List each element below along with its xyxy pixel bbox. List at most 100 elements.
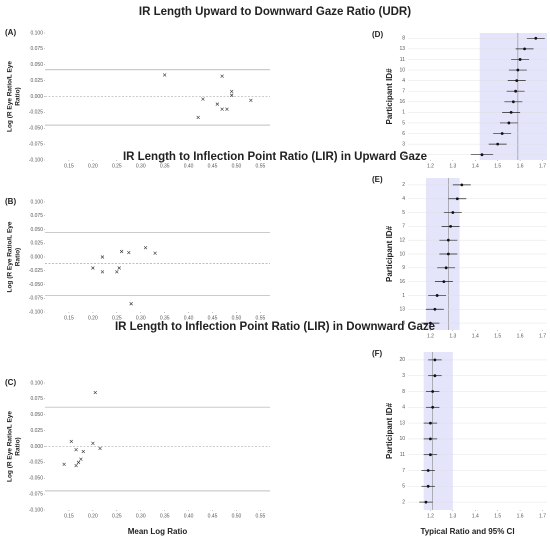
x-tick-label: 1.7 — [539, 333, 546, 339]
point — [424, 500, 428, 504]
y-axis-label: Log (R Eye Ratio/L Eye — [7, 61, 14, 132]
x-tick-label: 1.7 — [539, 513, 546, 519]
x-tick-label: 0.30 — [136, 163, 146, 169]
data-point — [153, 251, 157, 255]
x-tick-label: 0.35 — [160, 163, 170, 169]
x-tick-label: 1.4 — [472, 513, 479, 519]
data-point — [62, 462, 66, 466]
x-tick-label: 1.2 — [427, 513, 434, 519]
y-tick-label: -0.100 — [29, 309, 43, 315]
y-tick-label: 6 — [402, 131, 405, 137]
y-tick-label: 11 — [400, 57, 405, 63]
data-point — [225, 107, 229, 111]
point — [496, 142, 500, 146]
y-axis-label: Participant ID# — [385, 68, 394, 125]
y-axis-label: Ratio) — [15, 248, 22, 266]
y-tick-label: 10 — [399, 251, 405, 257]
point — [449, 224, 452, 228]
x-tick-label: 1.4 — [472, 163, 479, 169]
y-tick-label: 7 — [402, 89, 405, 95]
data-point — [69, 439, 74, 444]
y-tick-label: -0.075 — [29, 141, 43, 147]
panel-label: (F) — [372, 349, 383, 358]
point — [431, 390, 435, 393]
x-tick-label: 0.25 — [112, 163, 122, 169]
x-tick-label: 0.50 — [232, 513, 242, 519]
y-tick-label: 8 — [402, 320, 405, 326]
y-tick-label: 8 — [402, 389, 405, 395]
y-tick-label: 1 — [402, 293, 405, 299]
point — [426, 469, 430, 472]
y-tick-label: 0.075 — [30, 46, 43, 52]
x-tick-label: 0.45 — [208, 163, 218, 169]
data-point — [229, 89, 234, 94]
y-tick-label: 11 — [400, 452, 405, 458]
y-tick-label: -0.025 — [29, 268, 43, 274]
x-tick-label: 1.7 — [539, 163, 546, 169]
x-tick-label: 1.6 — [517, 333, 524, 339]
point — [509, 110, 513, 114]
point — [429, 437, 432, 441]
y-tick-label: 12 — [399, 238, 405, 244]
point — [516, 68, 520, 72]
point — [523, 47, 526, 51]
x-tick-label: 1.6 — [517, 513, 524, 519]
x-tick-label: 0.20 — [88, 315, 98, 321]
y-tick-label: -0.100 — [29, 507, 43, 513]
point — [431, 405, 435, 409]
point — [433, 307, 437, 311]
y-axis-label: Ratio) — [15, 437, 22, 455]
data-point — [201, 97, 205, 101]
x-tick-label: 0.45 — [208, 315, 218, 321]
y-tick-label: 0.025 — [30, 78, 43, 84]
data-point — [162, 73, 167, 77]
y-tick-label: -0.075 — [29, 491, 43, 497]
x-tick-label: 1.6 — [517, 163, 524, 169]
data-point — [91, 266, 95, 270]
point — [534, 36, 538, 40]
y-tick-label: 0.075 — [30, 396, 43, 402]
data-point — [100, 255, 105, 259]
data-point — [220, 74, 224, 78]
data-point — [81, 449, 86, 454]
y-tick-label: -0.050 — [29, 126, 43, 132]
x-tick-label: 1.3 — [449, 513, 456, 519]
y-tick-label: 4 — [402, 405, 405, 411]
data-point — [127, 250, 131, 255]
x-tick-label: 0.25 — [112, 513, 122, 519]
x-axis-label: Mean Log Ratio — [128, 527, 188, 536]
y-tick-label: 13 — [399, 46, 405, 52]
y-tick-label: 2 — [402, 152, 405, 158]
point — [444, 266, 448, 270]
chart-title: IR Length to Inflection Point Ratio (LIR… — [123, 151, 427, 163]
point — [507, 121, 511, 125]
y-tick-label: 16 — [399, 279, 405, 285]
point — [429, 421, 432, 425]
y-axis-label: Participant ID# — [385, 225, 394, 282]
point — [514, 89, 518, 93]
y-tick-label: -0.025 — [29, 110, 43, 116]
point — [433, 358, 437, 362]
data-point — [74, 447, 78, 452]
point — [500, 132, 504, 135]
y-tick-label: 4 — [402, 78, 405, 84]
y-tick-label: 7 — [402, 224, 405, 230]
point — [435, 294, 439, 297]
y-tick-label: 0.000 — [30, 94, 43, 100]
panel-label: (C) — [5, 378, 16, 387]
x-tick-label: 0.30 — [136, 513, 146, 519]
x-tick-label: 1.3 — [449, 163, 456, 169]
data-point — [119, 249, 124, 254]
y-tick-label: -0.100 — [29, 157, 43, 163]
x-tick-label: 0.55 — [256, 513, 266, 519]
x-tick-label: 0.15 — [64, 315, 74, 321]
y-tick-label: -0.050 — [29, 282, 43, 288]
data-point — [215, 102, 220, 106]
x-tick-label: 0.40 — [184, 315, 194, 321]
data-point — [220, 107, 224, 111]
y-tick-label: 9 — [402, 265, 405, 271]
x-tick-label: 0.20 — [88, 163, 98, 169]
point — [518, 58, 522, 61]
x-axis-label: Typical Ratio and 95% CI — [420, 527, 514, 536]
